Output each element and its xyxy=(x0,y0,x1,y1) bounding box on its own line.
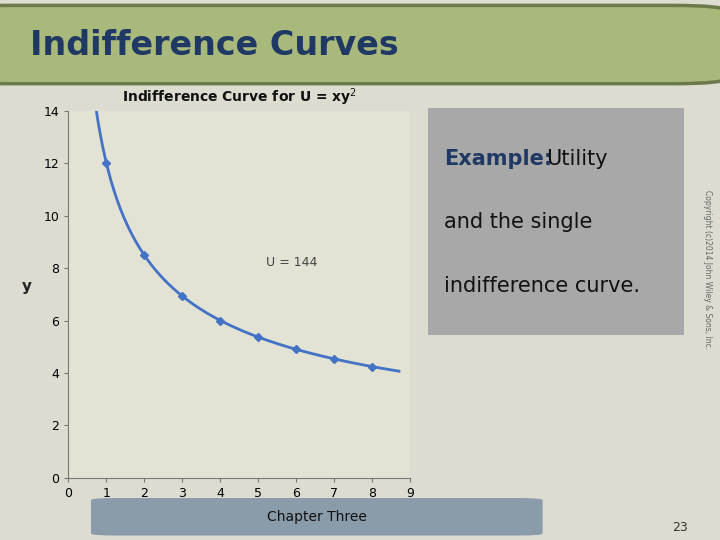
FancyBboxPatch shape xyxy=(91,498,543,536)
Y-axis label: y: y xyxy=(22,279,32,294)
X-axis label: x: x xyxy=(235,503,244,518)
Text: Utility: Utility xyxy=(546,149,608,169)
Text: 23: 23 xyxy=(672,521,688,534)
FancyBboxPatch shape xyxy=(0,5,720,84)
Title: Indifference Curve for U = xy$^2$: Indifference Curve for U = xy$^2$ xyxy=(122,87,357,109)
Text: Chapter Three: Chapter Three xyxy=(267,510,366,524)
Text: Indifference Curves: Indifference Curves xyxy=(30,29,399,63)
FancyBboxPatch shape xyxy=(428,108,684,335)
Text: indifference curve.: indifference curve. xyxy=(444,276,640,296)
Text: Example:: Example: xyxy=(444,149,552,169)
Text: U = 144: U = 144 xyxy=(266,256,318,269)
Text: and the single: and the single xyxy=(444,212,592,232)
Text: Copyright (c)2014 John Wiley & Sons, Inc.: Copyright (c)2014 John Wiley & Sons, Inc… xyxy=(703,191,711,349)
